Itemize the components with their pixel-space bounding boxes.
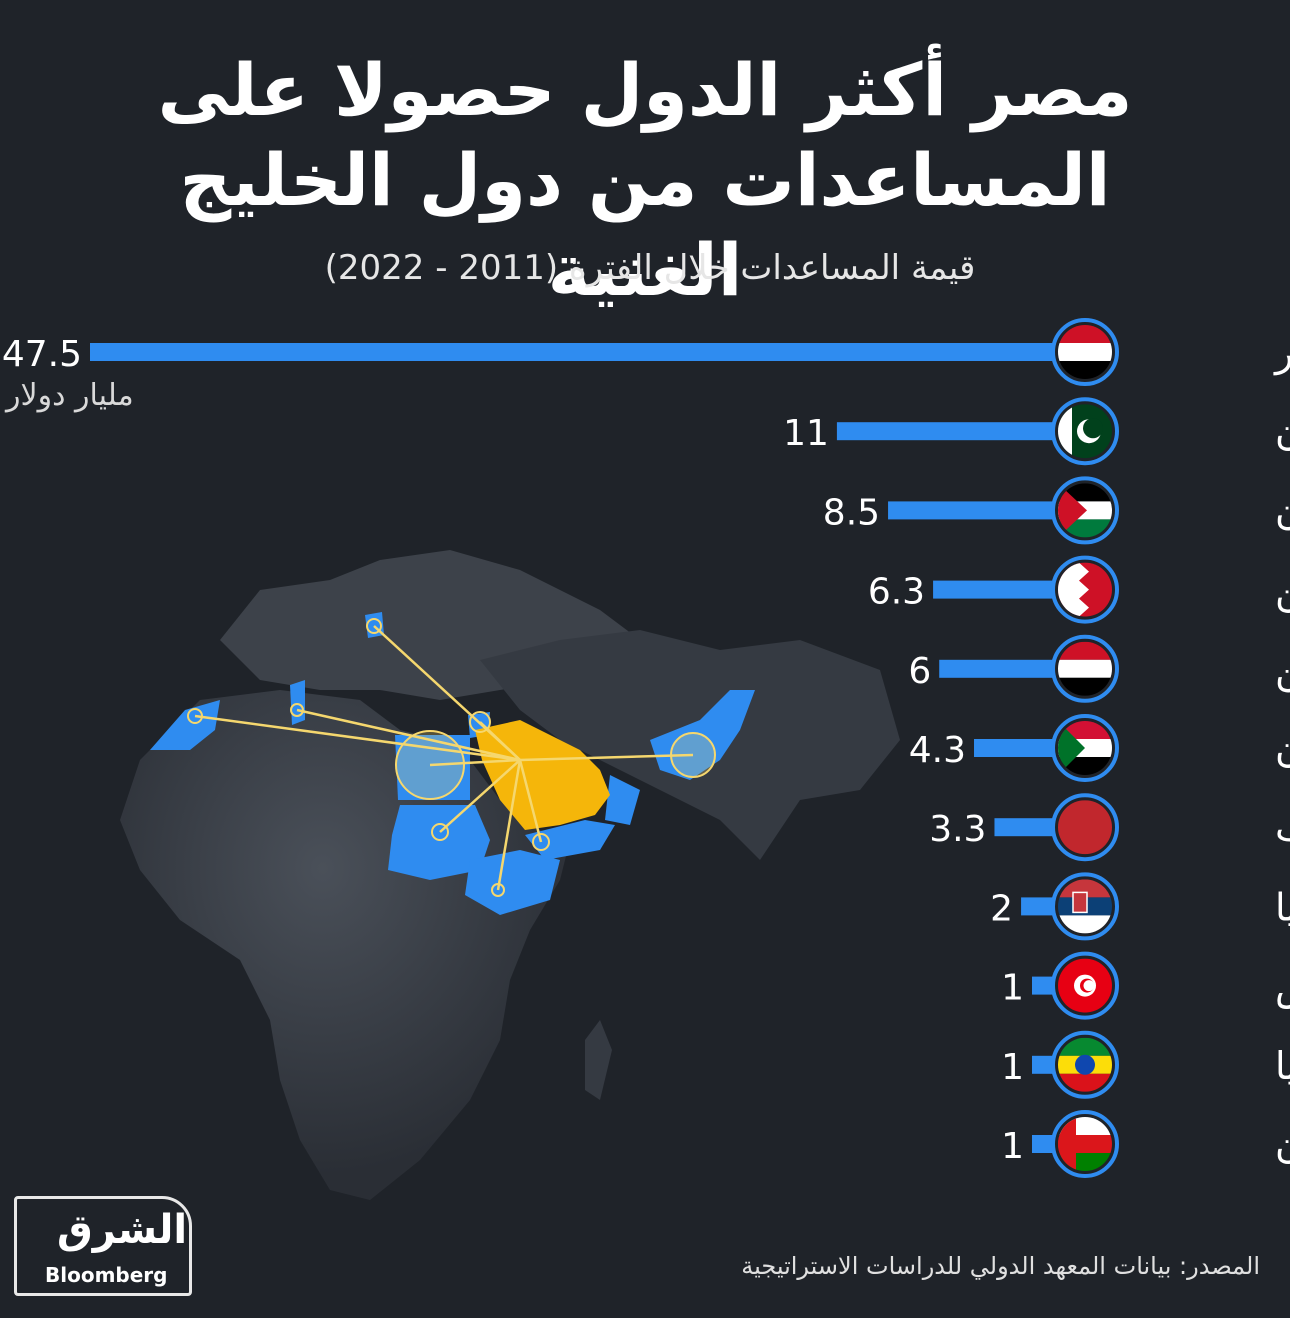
bahrain-flag-icon xyxy=(1051,555,1119,624)
category-label: اليمن xyxy=(1275,648,1290,693)
category-label: عُمان xyxy=(1275,1123,1290,1167)
logo-arabic-text: الشرق xyxy=(57,1207,188,1253)
value-label: 8.5 xyxy=(823,492,880,533)
bar-row: 11 باكستان xyxy=(783,397,1290,466)
bar xyxy=(90,343,1062,361)
yemen-flag-icon xyxy=(1051,634,1119,703)
category-label: الأردن xyxy=(1275,487,1290,533)
category-label: المغرب xyxy=(1275,806,1290,851)
page-title-line-2: المساعدات من دول الخليج الغنية xyxy=(179,138,1111,312)
unit-label: مليار دولار xyxy=(6,378,134,413)
value-label: 1 xyxy=(1001,968,1024,1009)
morocco-flag-icon xyxy=(1051,793,1119,862)
asharq-bloomberg-logo: الشرق Bloomberg xyxy=(14,1196,192,1296)
category-label: باكستان xyxy=(1275,410,1290,454)
connector-nodes xyxy=(187,618,716,897)
page-title-line-1: مصر أكثر الدول حصولا على xyxy=(157,48,1133,132)
value-label: 1 xyxy=(1001,1126,1024,1167)
bar-row: 1 عُمان xyxy=(1001,1110,1290,1178)
madagascar-landmass xyxy=(585,1020,612,1100)
bar-row: 1 تونس xyxy=(1001,951,1290,1020)
bar xyxy=(836,422,1062,441)
bar xyxy=(974,739,1062,757)
value-label: 47.5 xyxy=(2,334,82,375)
bar xyxy=(994,818,1062,837)
logo-english-text: Bloomberg xyxy=(45,1263,168,1287)
sudan-flag-icon xyxy=(1051,714,1119,782)
category-label: البحرين xyxy=(1275,569,1290,614)
category-label: تونس xyxy=(1275,965,1290,1010)
oman-flag-icon xyxy=(1051,1110,1119,1178)
world-map xyxy=(120,550,900,1200)
bar xyxy=(888,501,1062,520)
pakistan-flag-icon xyxy=(1051,397,1119,466)
category-label: إثيوبيا xyxy=(1275,1044,1290,1089)
bar-row: 6.3 البحرين xyxy=(868,555,1290,624)
value-label: 2 xyxy=(990,888,1013,929)
gulf-region xyxy=(475,720,610,830)
ethiopia-flag-icon xyxy=(1051,1030,1119,1099)
bar-row: 4.3 السودان xyxy=(909,714,1290,782)
connector-lines xyxy=(194,625,694,891)
bar-row: 47.5 مصر xyxy=(2,318,1290,386)
egypt-flag-icon xyxy=(1051,318,1119,386)
morocco-region xyxy=(150,700,220,750)
jordan-flag-icon xyxy=(1051,476,1119,545)
value-label: 6 xyxy=(908,651,931,692)
serbia-flag-icon xyxy=(1051,872,1119,941)
value-label: 3.3 xyxy=(929,809,986,850)
value-label: 11 xyxy=(783,413,829,454)
bar-row: 6 اليمن xyxy=(908,634,1290,703)
bar-row: 1 إثيوبيا xyxy=(1001,1030,1290,1099)
chart-subtitle: قيمة المساعدات خلال الفترة (2011 - 2022) xyxy=(324,248,976,288)
category-label: صربيا xyxy=(1275,885,1290,930)
value-label: 4.3 xyxy=(909,730,966,771)
bar-row: 3.3 المغرب xyxy=(929,793,1290,862)
category-label: مصر xyxy=(1273,331,1290,376)
value-label: 6.3 xyxy=(868,572,925,613)
oman-region xyxy=(605,775,640,825)
value-label: 1 xyxy=(1001,1047,1024,1088)
ethiopia-region xyxy=(465,850,560,915)
category-label: السودان xyxy=(1275,727,1290,772)
yemen-region xyxy=(525,820,615,860)
bar xyxy=(939,659,1062,678)
source-note: المصدر: بيانات المعهد الدولي للدراسات ال… xyxy=(741,1252,1260,1280)
bar-row: 2 صربيا xyxy=(990,872,1290,941)
sudan-region xyxy=(388,805,490,880)
bar xyxy=(933,580,1062,599)
tunisia-flag-icon xyxy=(1051,951,1119,1020)
bar-row: 8.5 الأردن xyxy=(823,476,1290,545)
